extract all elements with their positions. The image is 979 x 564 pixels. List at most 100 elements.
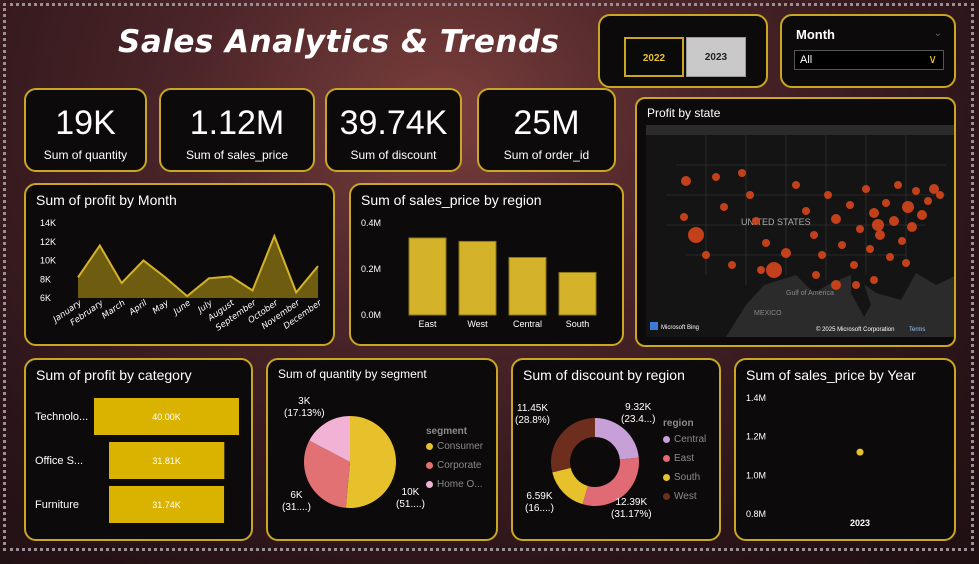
data-label: 31.74K [152,500,181,510]
quantity-by-segment-card: Sum of quantity by segment 3K (17.13%) 6K… [266,358,498,541]
map-mexico-label: MEXICO [754,310,782,317]
map-bubble[interactable] [810,231,818,239]
y-tick-label: 14K [40,218,56,228]
quantity-by-segment-chart[interactable] [290,402,410,522]
bing-logo-icon [650,322,658,330]
donut-slice [582,457,639,506]
map-bubble[interactable] [936,191,944,199]
year-button-2023[interactable]: 2023 [686,37,746,77]
map-bubble[interactable] [757,266,765,274]
map-bubble[interactable] [702,251,710,259]
y-tick-label: 1.2M [746,432,766,442]
discount-by-region-chart[interactable] [545,412,645,512]
map-bubble[interactable] [720,203,728,211]
map-bubble[interactable] [712,173,720,181]
y-tick-label: 1.0M [746,470,766,480]
discount-by-region-card: Sum of discount by region 11.45K (28.8%) … [511,358,721,541]
map-bubble[interactable] [838,241,846,249]
map-terms-link: Terms [909,327,925,333]
map-bubble[interactable] [766,262,782,278]
map-bubble[interactable] [681,176,691,186]
legend-item-central[interactable]: Central [663,434,706,445]
map-bubble[interactable] [752,217,760,225]
map-bubble[interactable] [869,208,879,218]
chart-title: Sum of sales_price by region [361,192,542,208]
map-bubble[interactable] [870,276,878,284]
map-country-label: UNITED STATES [741,217,811,227]
map-bubble[interactable] [781,248,791,258]
map-bubble[interactable] [812,271,820,279]
chart-title: Sum of quantity by segment [278,367,427,381]
map-bubble[interactable] [912,187,920,195]
map-canvas[interactable]: UNITED STATES Gulf of America MEXICO Mic… [646,125,956,337]
legend-item-consumer[interactable]: Consumer [426,441,483,452]
page-title: Sales Analytics & Trends [118,24,560,60]
data-label: 31.81K [152,456,181,466]
year-button-2022[interactable]: 2022 [624,37,684,77]
map-bubble[interactable] [846,201,854,209]
kpi-value: 25M [513,104,580,142]
map-bubble[interactable] [862,185,870,193]
kpi-card-discount: 39.74K Sum of discount [325,88,462,172]
sales-by-year-card: Sum of sales_price by Year 1.4M 1.2M 1.0M 0… [734,358,956,541]
map-copyright: © 2025 Microsoft Corporation [816,326,894,333]
donut-label-west: 11.45K (28.8%) [515,403,551,426]
map-bubble[interactable] [818,251,826,259]
map-bubble[interactable] [889,216,899,226]
donut-slice [551,418,595,473]
map-bubble[interactable] [882,199,890,207]
map-bubble[interactable] [738,169,746,177]
kpi-card-quantity: 19K Sum of quantity [24,88,147,172]
month-dropdown[interactable]: All ∨ [794,50,944,70]
map-bubble[interactable] [866,245,874,253]
map-bubble[interactable] [894,181,902,189]
map-bubble[interactable] [831,280,841,290]
map-bubble[interactable] [746,191,754,199]
map-bubble[interactable] [872,219,884,231]
legend-title: segment [426,426,468,437]
map-bubble[interactable] [929,184,939,194]
profit-by-category-chart[interactable]: Technolo... 40.00K Office S... 31.81K Furnit… [28,390,253,535]
sales-by-region-chart[interactable]: 0.4M 0.2M 0.0M East West Central South [355,215,620,345]
map-bubble[interactable] [762,239,770,247]
donut-label-central: 9.32K (23.4...) [621,402,656,425]
map-bubble[interactable] [688,227,704,243]
sales-by-year-chart[interactable]: 1.4M 1.2M 1.0M 0.8M 2023 [738,388,953,538]
map-bubble[interactable] [802,207,810,215]
donut-slice [595,418,639,460]
map-bubble[interactable] [792,181,800,189]
x-tick-label: South [566,319,590,329]
map-bubble[interactable] [902,259,910,267]
map-bubble[interactable] [728,261,736,269]
map-bubble[interactable] [824,191,832,199]
kpi-value: 1.12M [189,104,285,142]
legend-item-south[interactable]: South [663,472,700,483]
map-bubble[interactable] [852,281,860,289]
x-tick-label: March [100,298,127,321]
map-bubble[interactable] [907,222,917,232]
map-bubble[interactable] [850,261,858,269]
legend-item-home-office[interactable]: Home O... [426,479,483,490]
map-bubble[interactable] [831,214,841,224]
map-bubble[interactable] [902,201,914,213]
map-bubble[interactable] [875,230,885,240]
legend-item-corporate[interactable]: Corporate [426,460,481,471]
map-bubble[interactable] [680,213,688,221]
month-slicer: Month ⌄ All ∨ [780,14,956,88]
map-bubble[interactable] [886,253,894,261]
bar [94,398,239,435]
map-bubble[interactable] [898,237,906,245]
bar [458,240,497,316]
chart-title: Sum of sales_price by Year [746,367,916,383]
bar [109,486,225,523]
chevron-up-icon[interactable]: ⌄ [933,28,942,39]
map-bubble[interactable] [856,225,864,233]
map-bubble[interactable] [924,197,932,205]
map-bubble[interactable] [917,210,927,220]
legend-item-east[interactable]: East [663,453,694,464]
profit-by-month-card: Sum of profit by Month 14K 12K 10K 8K 6K Janu… [24,183,335,346]
y-tick-label: 8K [40,274,51,284]
dashboard-frame [3,3,974,551]
legend-item-west[interactable]: West [663,491,697,502]
